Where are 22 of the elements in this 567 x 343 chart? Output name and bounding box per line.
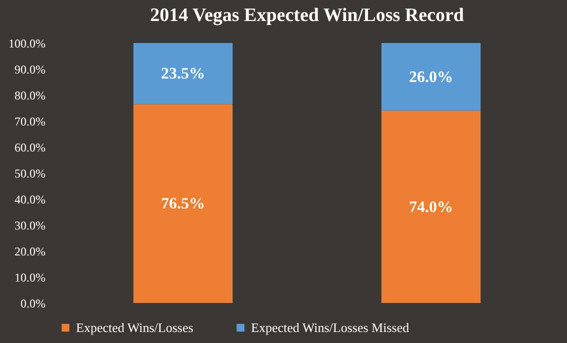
data-label: 23.5% (161, 66, 205, 83)
y-tick-label: 60.0% (14, 140, 46, 154)
bar (133, 104, 233, 303)
y-tick-label: 20.0% (14, 244, 46, 258)
legend-label: Expected Wins/Losses Missed (251, 320, 410, 335)
bar (381, 43, 481, 111)
y-tick-label: 70.0% (14, 114, 46, 128)
bar (381, 110, 481, 303)
y-tick-label: 50.0% (14, 166, 46, 180)
y-tick-label: 0.0% (20, 296, 46, 310)
y-tick-label: 100.0% (8, 36, 46, 50)
bar (133, 43, 233, 104)
y-tick-label: 10.0% (14, 270, 46, 284)
y-tick-label: 40.0% (14, 192, 46, 206)
y-tick-label: 80.0% (14, 88, 46, 102)
data-label: 76.5% (161, 196, 205, 213)
chart-title: 2014 Vegas Expected Win/Loss Record (150, 5, 464, 26)
y-tick-label: 30.0% (14, 218, 46, 232)
y-tick-label: 90.0% (14, 62, 46, 76)
data-label: 26.0% (409, 68, 453, 86)
data-label: 74.0% (409, 198, 453, 216)
legend-label: Expected Wins/Losses (76, 320, 194, 335)
